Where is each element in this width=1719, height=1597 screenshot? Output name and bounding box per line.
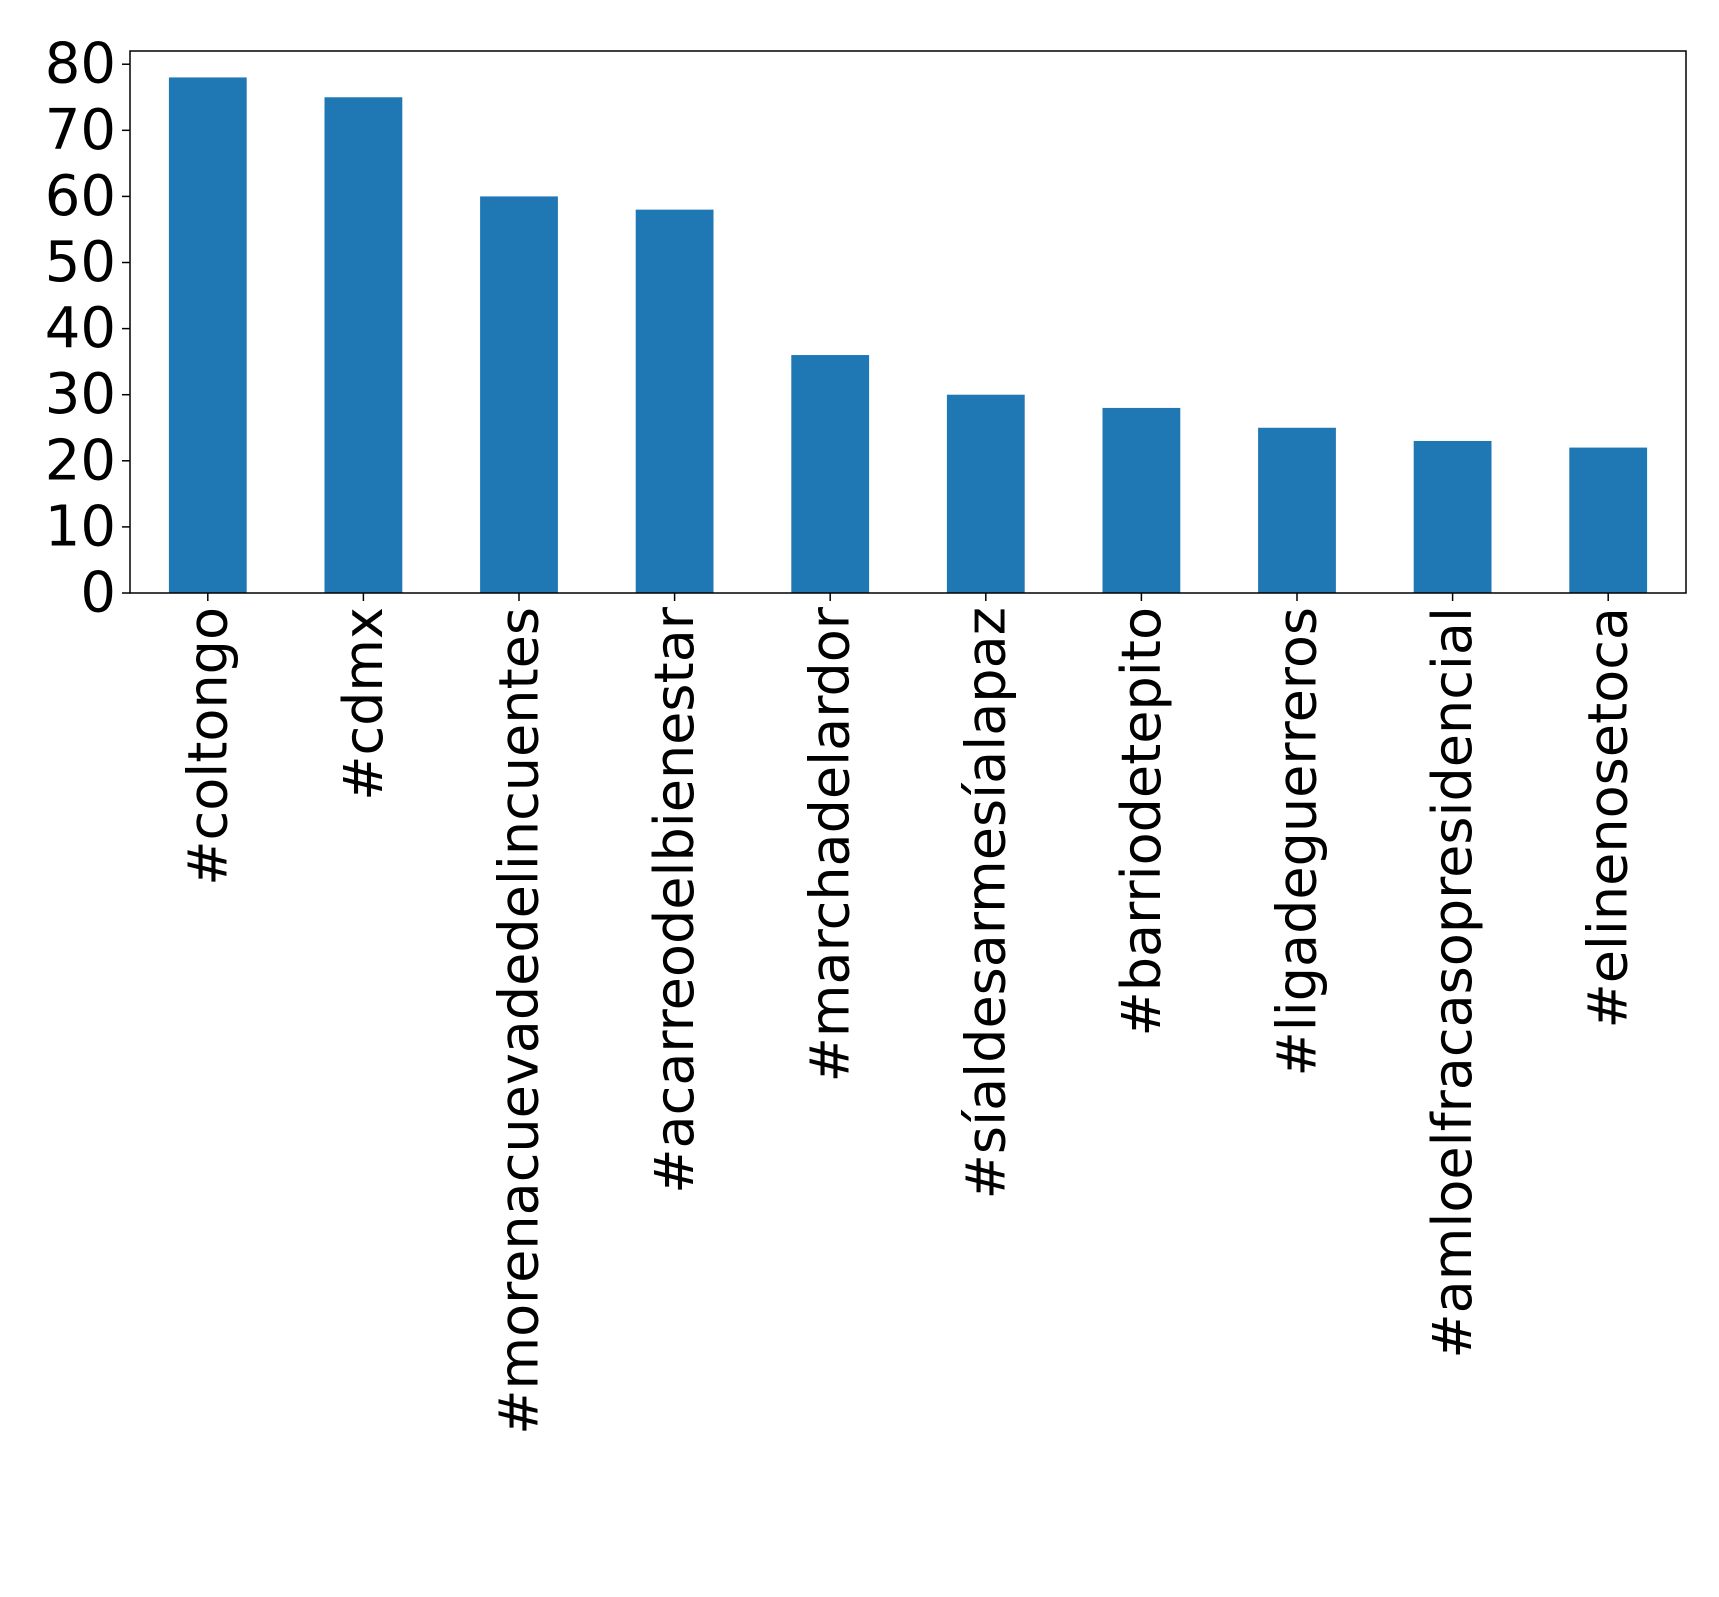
y-tick-label-2: 20 — [45, 428, 116, 493]
y-tick-label-7: 70 — [45, 98, 116, 163]
bar-5 — [946, 394, 1025, 593]
x-tick-label-3: #acarreodelbienestar — [643, 606, 706, 1193]
y-tick-label-1: 10 — [45, 494, 116, 559]
bar-8 — [1413, 440, 1492, 593]
y-tick-label-3: 30 — [45, 362, 116, 427]
x-tick-label-2: #morenacuevadedelincuentes — [488, 607, 551, 1435]
x-tick-label-6: #barriodetepito — [1110, 607, 1173, 1037]
x-tick-label-8: #amloelfracasopresidencial — [1421, 607, 1484, 1359]
x-tick-label-9: #elinenosetoca — [1577, 607, 1640, 1029]
bar-7 — [1258, 427, 1336, 593]
y-tick-label-0: 0 — [80, 561, 116, 626]
bar-4 — [791, 355, 870, 593]
y-tick-label-4: 40 — [45, 296, 116, 361]
y-tick-label-5: 50 — [45, 230, 116, 295]
x-tick-label-5: #síaldesarmesíalapaz — [954, 607, 1017, 1199]
y-tick-label-6: 60 — [45, 164, 116, 229]
plot-frame — [129, 50, 1687, 594]
bar-0 — [168, 77, 247, 593]
bar-9 — [1569, 447, 1648, 593]
x-tick-label-1: #cdmx — [332, 607, 395, 801]
y-tick-label-8: 80 — [45, 32, 116, 97]
bar-6 — [1102, 407, 1181, 593]
bar-1 — [324, 97, 403, 593]
bars-group — [168, 77, 1648, 594]
x-tick-label-0: #coltongo — [176, 607, 239, 886]
x-tick-label-7: #ligadeguerreros — [1266, 607, 1329, 1077]
bar-2 — [480, 196, 558, 594]
x-tick-label-4: #marchadelardor — [799, 606, 862, 1082]
bar-3 — [635, 209, 714, 593]
x-axis: #coltongo #cdmx #morenacuevadedelincuentes… — [176, 593, 1640, 1435]
